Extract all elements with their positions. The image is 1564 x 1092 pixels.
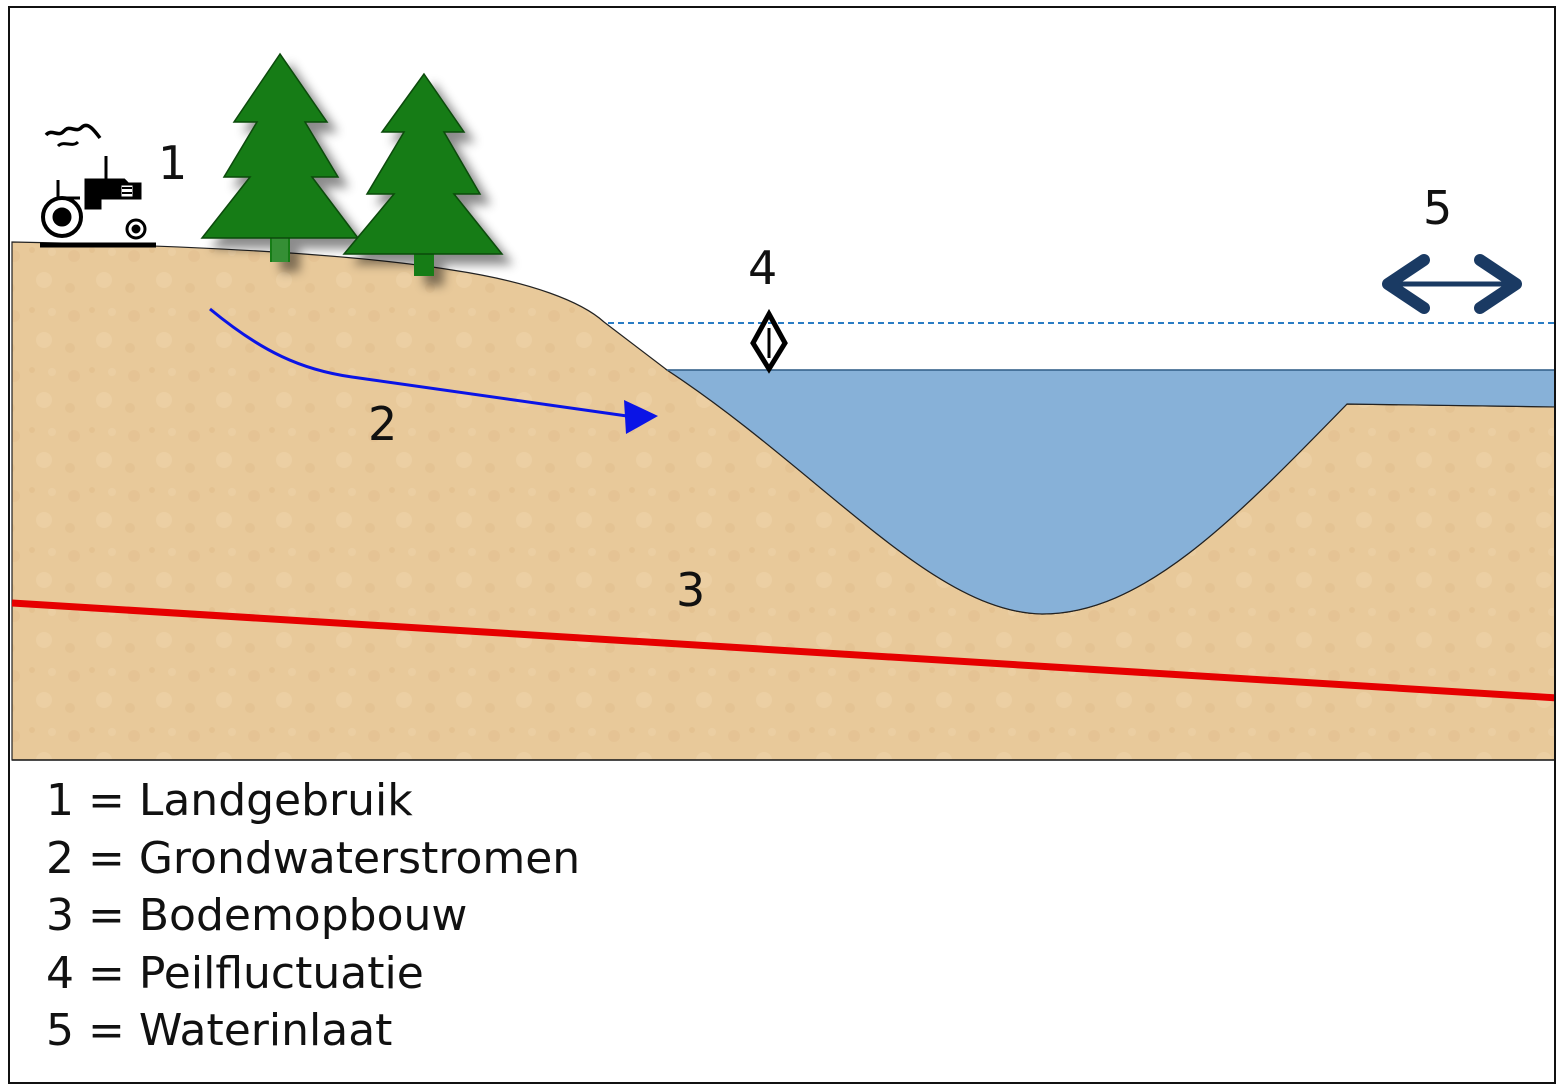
legend: 1 = Landgebruik 2 = Grondwaterstromen 3 … bbox=[46, 772, 580, 1060]
pine-tree-icon bbox=[200, 52, 360, 262]
tractor-icon bbox=[40, 123, 156, 248]
cross-section-diagram: 1 2 3 4 5 bbox=[11, 52, 1554, 761]
diagram-label-3: 3 bbox=[676, 563, 705, 617]
soil-layer-boundary-line bbox=[11, 599, 1554, 702]
diagram-label-1: 1 bbox=[158, 136, 187, 190]
legend-item-peilfluctuatie: 4 = Peilfluctuatie bbox=[46, 947, 424, 999]
water-body bbox=[664, 369, 1554, 615]
diagram-label-5: 5 bbox=[1423, 181, 1452, 235]
legend-item-grondwaterstromen: 2 = Grondwaterstromen bbox=[46, 832, 581, 884]
pine-tree-icon bbox=[342, 72, 504, 276]
groundwater-flow-arrow bbox=[209, 307, 658, 434]
legend-item-landgebruik: 1 = Landgebruik bbox=[46, 775, 413, 826]
diagram-frame: 1 2 3 4 5 bbox=[8, 6, 1556, 1084]
diagram-label-2: 2 bbox=[368, 397, 397, 451]
legend-item-bodemopbouw: 3 = Bodemopbouw bbox=[46, 890, 468, 941]
double-arrow-horizontal-icon bbox=[1382, 254, 1522, 314]
diagram-label-4: 4 bbox=[748, 241, 777, 295]
legend-item-waterinlaat: 5 = Waterinlaat bbox=[46, 1005, 393, 1056]
double-arrow-vertical-icon bbox=[750, 308, 788, 374]
